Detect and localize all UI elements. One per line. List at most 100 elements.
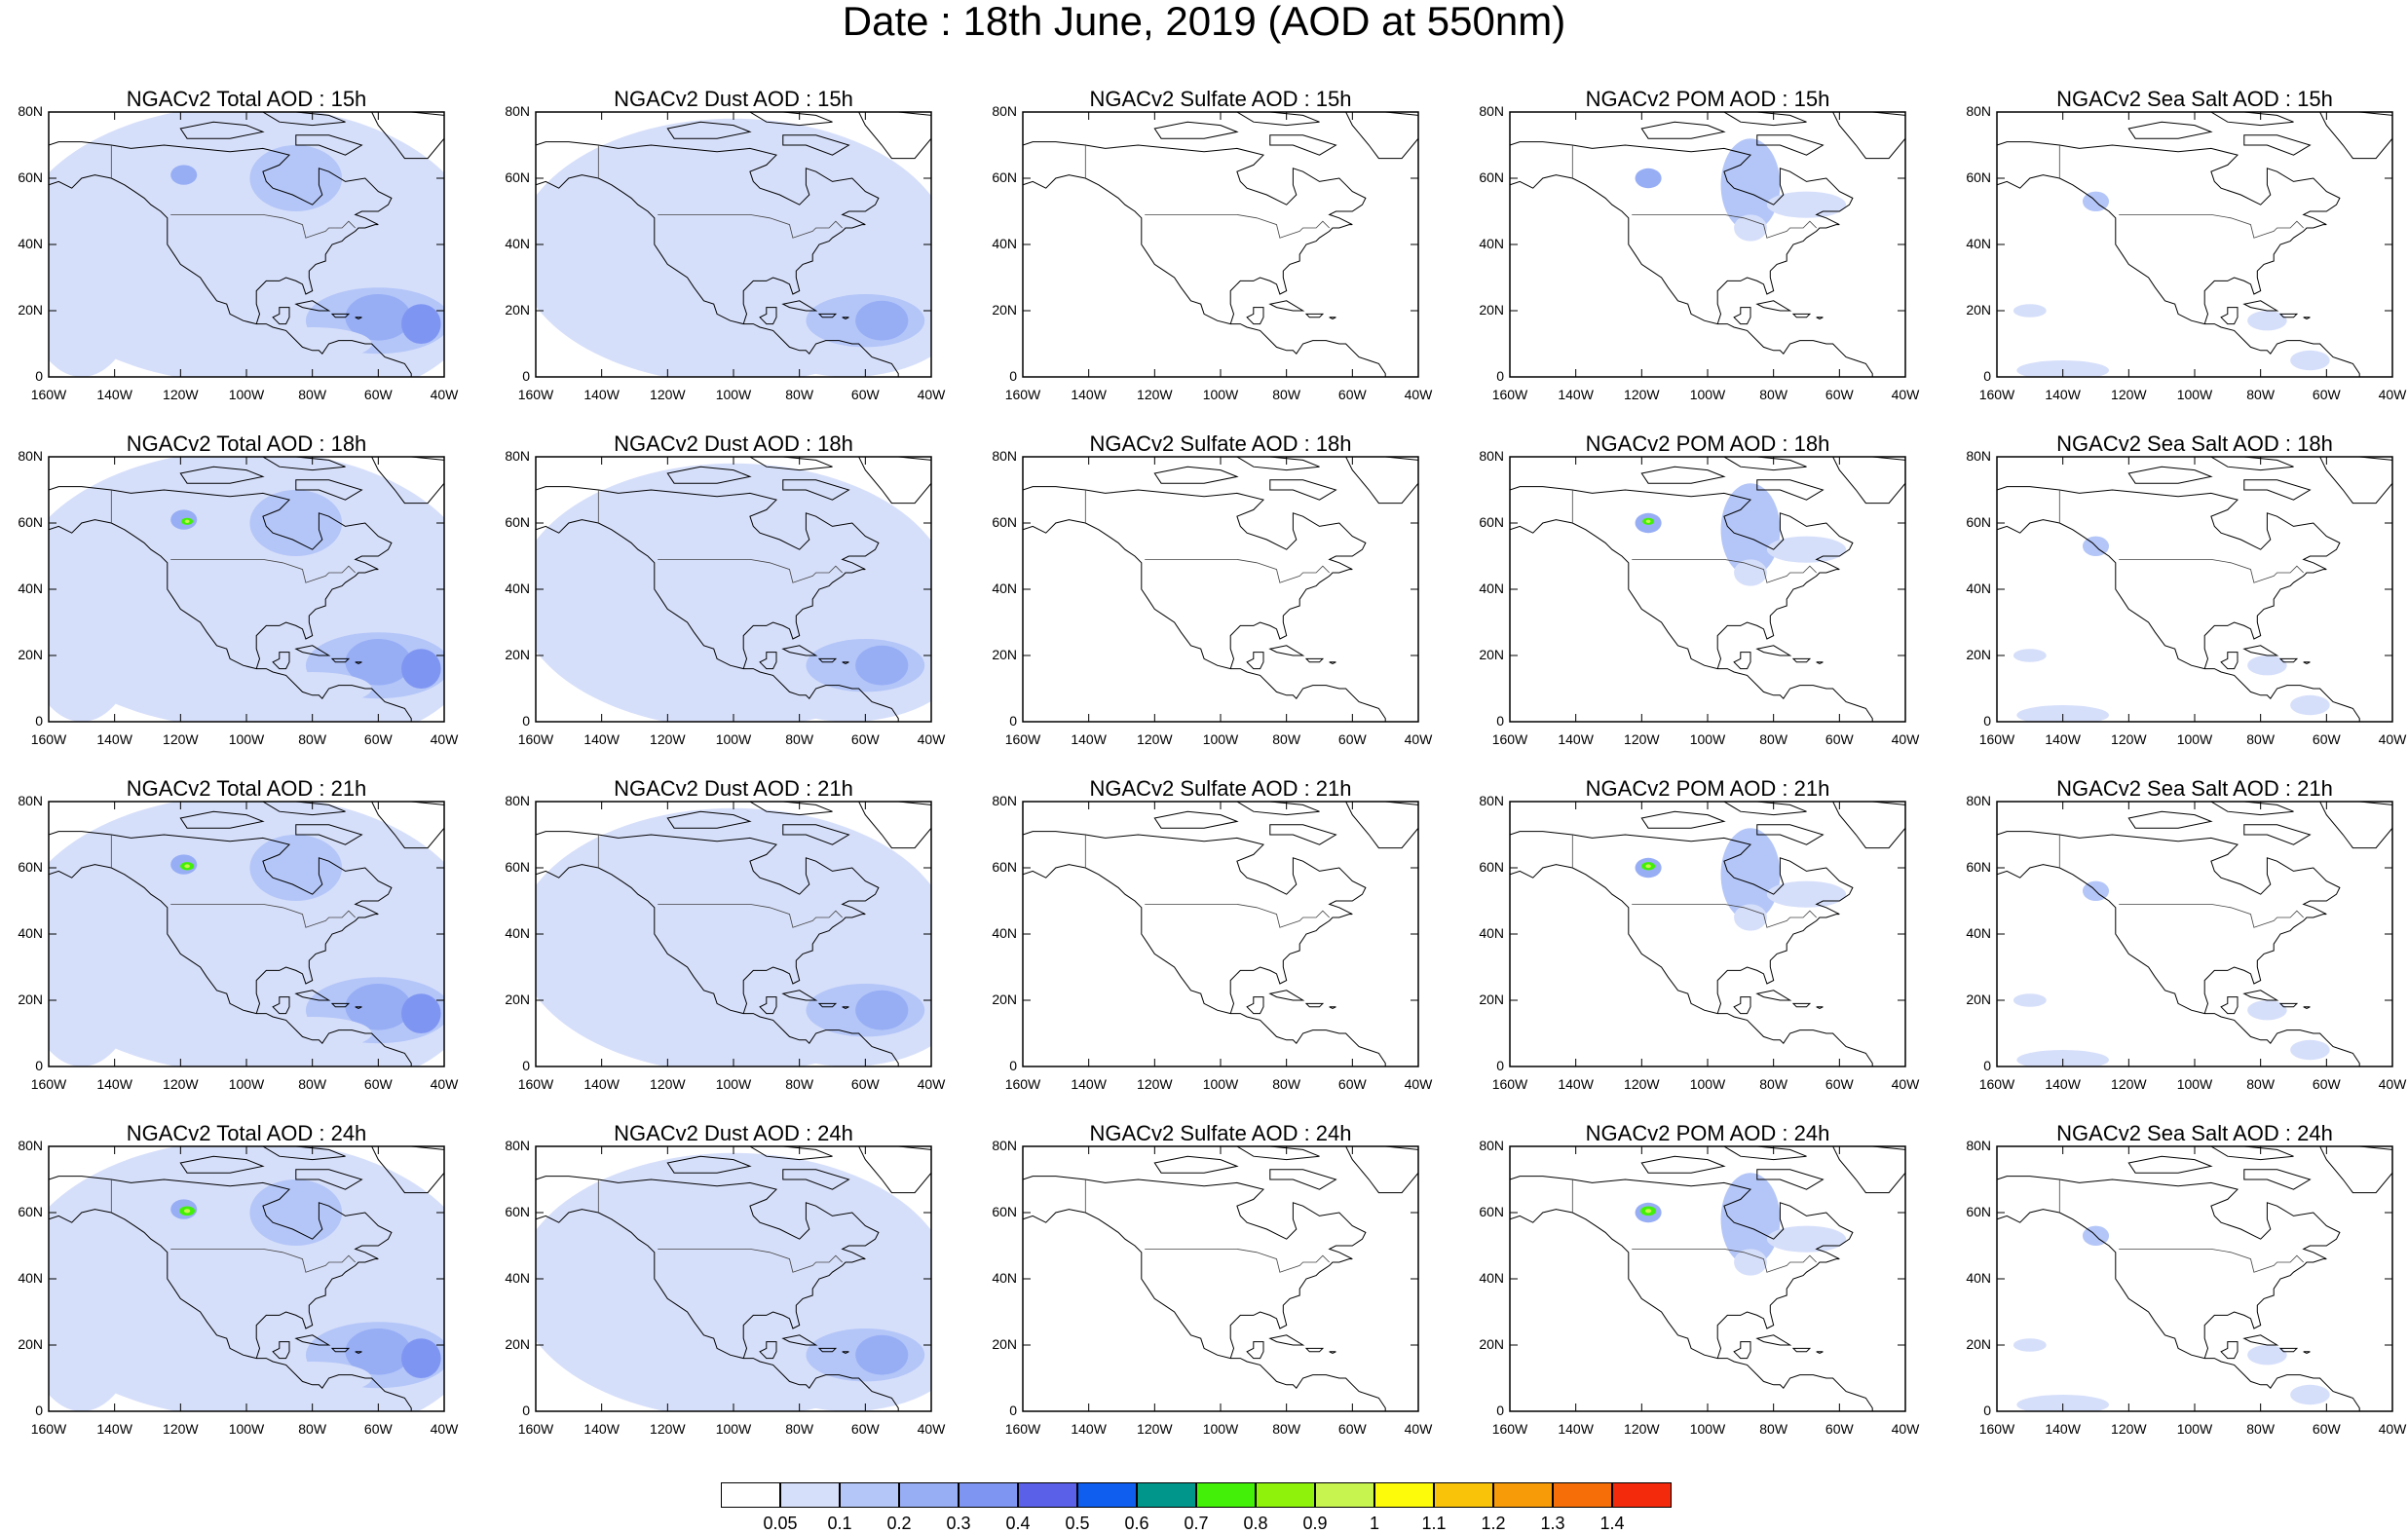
lon-tick-label: 80W: [298, 731, 327, 747]
lon-tick-label: 40W: [2378, 731, 2407, 747]
coastline: [1246, 652, 1264, 670]
colorbar-level-label: 0.05: [763, 1514, 798, 1533]
arctic-island: [1269, 824, 1337, 845]
colorbar-swatch: [1612, 1482, 1672, 1508]
colorbar-swatch: [1434, 1482, 1493, 1508]
lat-tick-label: 0: [522, 1403, 530, 1418]
coastline: [1510, 831, 1854, 1014]
map-panel-dust-18h: NGACv2 Dust AOD : 18h 80N 60N 40N 20N 0 160W 14…: [505, 431, 945, 747]
arctic-island: [782, 479, 850, 501]
lat-tick-label: 60N: [505, 169, 530, 185]
panel-title: NGACv2 Sea Salt AOD : 18h: [2056, 431, 2333, 456]
arctic-island: [179, 121, 265, 139]
arctic-island: [295, 134, 363, 156]
lat-tick-label: 0: [522, 368, 530, 384]
lon-tick-label: 140W: [2045, 387, 2081, 402]
map-frame: [1996, 801, 2393, 1067]
lon-tick-label: 100W: [1202, 387, 1239, 402]
coastline: [2220, 996, 2239, 1015]
lat-tick-label: 40N: [18, 236, 43, 251]
map-panel-grid: NGACv2 Total AOD : 15h 80N 60N 40N 20N 0 160W 1…: [18, 87, 2407, 1437]
caribbean-island: [1791, 657, 1812, 663]
lat-tick-label: 60N: [1479, 1204, 1504, 1219]
lat-tick-label: 0: [1496, 713, 1504, 729]
map-panel-sulfate-18h: NGACv2 Sulfate AOD : 18h 80N 60N 40N 20N 0 160…: [992, 431, 1432, 747]
arctic-island: [2243, 824, 2312, 845]
arctic-island: [1722, 802, 1807, 816]
caribbean-island: [330, 657, 351, 663]
lat-tick-label: 40N: [505, 925, 530, 941]
lat-tick-label: 0: [1496, 368, 1504, 384]
arctic-island: [2319, 112, 2392, 160]
map-plot: [1509, 111, 1906, 378]
lon-tick-label: 80W: [1759, 387, 1788, 402]
country-border: [658, 559, 843, 583]
caribbean-island: [1816, 317, 1824, 320]
lon-tick-label: 100W: [715, 1421, 752, 1437]
map-plot: [48, 456, 445, 723]
aod-shading: [1766, 191, 1847, 218]
lon-tick-label: 140W: [96, 1076, 132, 1092]
lon-tick-label: 120W: [1137, 731, 1173, 747]
colorbar-swatch: [1137, 1482, 1196, 1508]
coastline: [1997, 831, 2341, 1014]
caribbean-island: [1268, 1334, 1305, 1346]
lon-tick-label: 140W: [1558, 387, 1594, 402]
lon-tick-label: 80W: [1272, 387, 1301, 402]
caribbean-island: [842, 1351, 849, 1355]
lat-tick-label: 80N: [505, 1138, 530, 1153]
map-panel-dust-21h: NGACv2 Dust AOD : 21h 80N 60N 40N 20N 0 160W 14…: [505, 776, 945, 1092]
arctic-island: [2127, 810, 2213, 829]
caribbean-island: [294, 1334, 331, 1346]
map-plot: [1509, 1145, 1906, 1412]
lat-tick-label: 40N: [1479, 580, 1504, 596]
lon-tick-label: 100W: [1689, 1421, 1726, 1437]
lat-tick-label: 20N: [992, 991, 1017, 1007]
caribbean-island: [2303, 1351, 2311, 1355]
arctic-island: [2209, 457, 2294, 471]
aod-shading: [2247, 1000, 2287, 1021]
lon-tick-label: 160W: [30, 1076, 67, 1092]
panel-title: NGACv2 Dust AOD : 18h: [614, 431, 853, 456]
lon-tick-label: 120W: [2111, 731, 2147, 747]
aod-shading: [345, 984, 412, 1030]
arctic-island: [666, 121, 752, 139]
aod-shading: [1766, 880, 1847, 908]
lon-tick-label: 80W: [785, 387, 814, 402]
aod-shading: [252, 327, 372, 360]
map-panel-seasalt-21h: NGACv2 Sea Salt AOD : 21h 80N 60N 40N 20N 0 16…: [1966, 776, 2406, 1092]
lon-tick-label: 60W: [363, 1076, 393, 1092]
map-frame: [1996, 1145, 2393, 1412]
lon-tick-label: 160W: [517, 1076, 554, 1092]
arctic-island: [666, 1155, 752, 1174]
lat-tick-label: 0: [1009, 1403, 1017, 1418]
lat-tick-label: 40N: [1966, 925, 1991, 941]
lon-tick-label: 120W: [650, 1076, 686, 1092]
country-border: [1632, 214, 1817, 239]
panel-title: NGACv2 Total AOD : 24h: [126, 1121, 367, 1145]
caribbean-island: [330, 1347, 351, 1353]
caribbean-island: [2303, 317, 2311, 320]
lon-tick-label: 80W: [785, 1076, 814, 1092]
colorbar-swatch: [721, 1482, 780, 1508]
country-border: [2119, 1249, 2304, 1273]
map-panel-seasalt-15h: NGACv2 Sea Salt AOD : 15h 80N 60N 40N 20N 0 16…: [1966, 87, 2406, 402]
aod-shading: [249, 490, 343, 556]
coastline: [1997, 519, 2360, 722]
map-panel-sulfate-21h: NGACv2 Sulfate AOD : 21h 80N 60N 40N 20N 0 160…: [992, 776, 1432, 1092]
caribbean-island: [2242, 300, 2279, 312]
lat-tick-label: 80N: [1479, 793, 1504, 808]
lon-tick-label: 40W: [1891, 1421, 1920, 1437]
lat-tick-label: 0: [35, 368, 43, 384]
lat-tick-label: 80N: [505, 793, 530, 808]
aod-shading: [2290, 1039, 2330, 1061]
lon-tick-label: 160W: [517, 1421, 554, 1437]
lat-tick-label: 0: [35, 1403, 43, 1418]
arctic-island: [748, 457, 833, 471]
lat-tick-label: 60N: [1966, 514, 1991, 530]
lat-tick-label: 60N: [18, 514, 43, 530]
coastline: [1510, 1209, 1873, 1411]
coastline: [1510, 141, 1854, 324]
lat-tick-label: 40N: [992, 925, 1017, 941]
map-plot: [1996, 111, 2393, 378]
